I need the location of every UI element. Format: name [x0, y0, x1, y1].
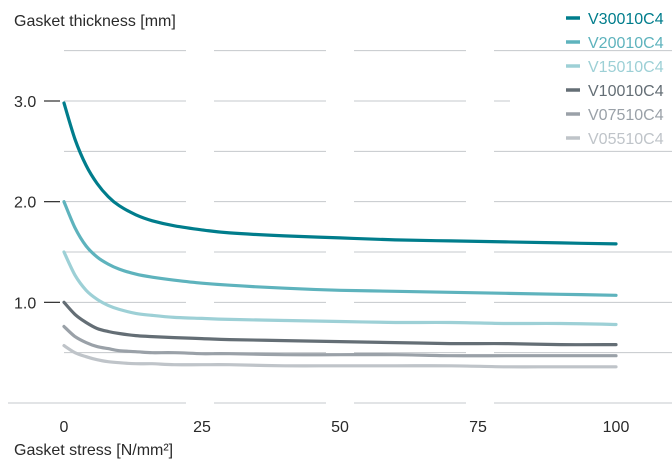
legend-item: V30010C4	[566, 11, 664, 28]
legend-item: V10010C4	[566, 83, 664, 100]
x-tick-label: 25	[193, 419, 211, 436]
series-line-v20010c4	[62, 200, 618, 297]
y-tick-labels: 1.0 2.0 3.0	[14, 94, 60, 312]
legend-item: V15010C4	[566, 59, 664, 76]
x-axis-title: Gasket stress [N/mm²]	[14, 442, 173, 459]
legend-item: V07510C4	[566, 107, 664, 124]
series-line-v30010c4	[62, 101, 618, 246]
y-tick-label: 3.0	[14, 94, 36, 111]
legend-item: V05510C4	[566, 131, 664, 148]
y-tick-label: 1.0	[14, 295, 36, 312]
x-tick-label: 75	[469, 419, 487, 436]
x-tick-label: 50	[331, 419, 349, 436]
legend-item: V20010C4	[566, 35, 664, 52]
legend-label: V10010C4	[588, 83, 664, 100]
series-line-v05510c4	[62, 344, 618, 369]
series-lines	[62, 101, 618, 369]
series-line-v07510c4	[62, 324, 618, 358]
legend: V30010C4 V20010C4 V15010C4 V10010C4 V07510C4…	[566, 11, 664, 148]
legend-label: V30010C4	[588, 11, 664, 28]
legend-label: V07510C4	[588, 107, 664, 124]
legend-label: V20010C4	[588, 35, 664, 52]
series-line-v10010c4	[62, 300, 618, 347]
x-tick-label: 0	[60, 419, 69, 436]
x-tick-label: 100	[603, 419, 630, 436]
legend-label: V05510C4	[588, 131, 664, 148]
y-tick-label: 2.0	[14, 195, 36, 212]
gridlines	[8, 50, 672, 404]
series-line-v15010c4	[62, 250, 618, 327]
x-tick-labels: 0 25 50 75 100	[60, 419, 630, 436]
legend-label: V15010C4	[588, 59, 664, 76]
y-axis-title: Gasket thickness [mm]	[14, 13, 176, 30]
